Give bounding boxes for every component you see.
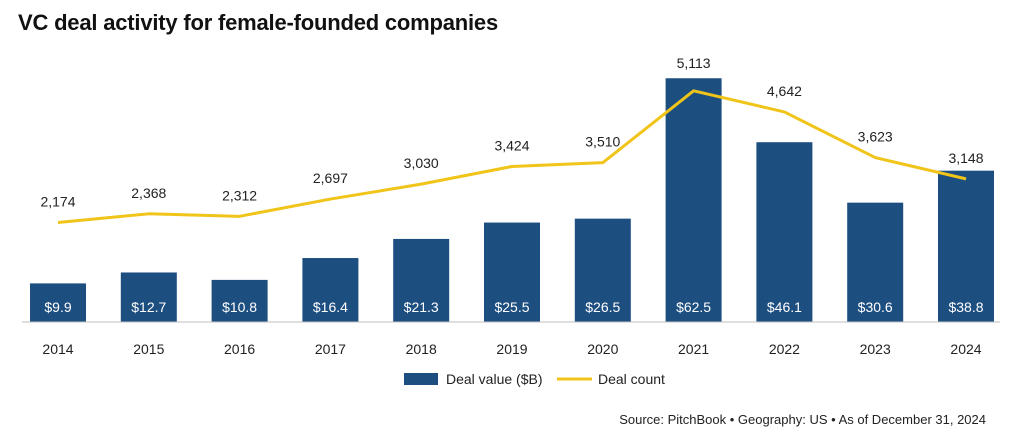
bar-value-label: $9.9 — [44, 299, 71, 315]
line-value-label: 2,368 — [131, 185, 166, 201]
bar — [574, 218, 631, 322]
x-tick-label: 2016 — [224, 341, 255, 357]
line-value-label: 3,424 — [494, 138, 529, 154]
chart-title: VC deal activity for female-founded comp… — [18, 10, 499, 35]
bar-value-label: $10.8 — [222, 299, 257, 315]
bar-value-label: $16.4 — [313, 299, 348, 315]
line-value-label: 3,623 — [858, 129, 893, 145]
line-value-label: 3,510 — [585, 134, 620, 150]
line-value-label: 3,148 — [948, 150, 983, 166]
bar-value-label: $62.5 — [676, 299, 711, 315]
bar — [847, 202, 904, 322]
x-tick-label: 2019 — [496, 341, 527, 357]
bar-value-label: $12.7 — [131, 299, 166, 315]
bar-value-label: $30.6 — [858, 299, 893, 315]
line-value-label: 5,113 — [677, 55, 711, 71]
x-tick-label: 2015 — [133, 341, 164, 357]
line-value-label: 2,312 — [222, 187, 257, 203]
x-tick-label: 2020 — [587, 341, 618, 357]
bar — [120, 272, 177, 322]
legend-label-deal-count: Deal count — [598, 371, 665, 387]
x-tick-label: 2018 — [406, 341, 437, 357]
bar-value-label: $21.3 — [404, 299, 439, 315]
bar-value-label: $38.8 — [948, 299, 983, 315]
bar — [393, 238, 450, 322]
line-value-label: 2,174 — [40, 194, 75, 210]
bar-value-label: $26.5 — [585, 299, 620, 315]
legend-swatch-deal-value — [404, 373, 438, 385]
x-tick-label: 2021 — [678, 341, 709, 357]
line-value-label: 3,030 — [404, 155, 439, 171]
x-tick-label: 2017 — [315, 341, 346, 357]
bar — [30, 283, 86, 322]
bar — [665, 78, 722, 322]
line-value-label: 2,697 — [313, 170, 348, 186]
x-tick-label: 2014 — [42, 341, 73, 357]
deal-count-line — [57, 89, 967, 224]
line-value-label: 4,642 — [767, 83, 802, 99]
bar — [302, 258, 359, 322]
bar-value-label: $25.5 — [494, 299, 529, 315]
bar — [756, 142, 813, 322]
x-tick-label: 2024 — [950, 341, 981, 357]
bar — [484, 222, 540, 322]
bar — [938, 170, 994, 322]
legend-label-deal-value: Deal value ($B) — [446, 371, 543, 387]
source-note: Source: PitchBook • Geography: US • As o… — [619, 412, 986, 427]
x-tick-label: 2022 — [769, 341, 800, 357]
bar — [211, 279, 268, 322]
bar-value-label: $46.1 — [767, 299, 802, 315]
x-tick-label: 2023 — [860, 341, 891, 357]
